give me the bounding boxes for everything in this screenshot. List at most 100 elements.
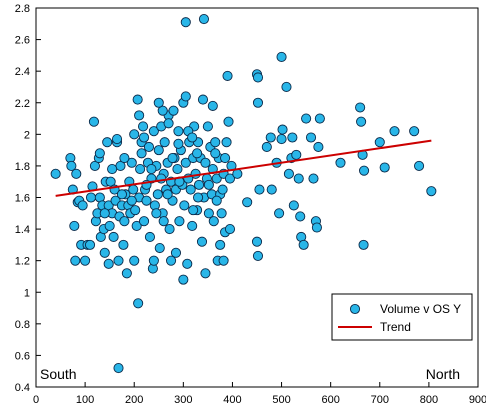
data-point <box>132 94 143 105</box>
data-point <box>266 184 277 195</box>
data-point <box>252 250 264 261</box>
x-tick-label: 800 <box>420 394 438 406</box>
legend: Volume v OS Y Trend <box>331 293 473 341</box>
y-tick-label: 1.6 <box>15 193 30 205</box>
y-tick-label: 2 <box>24 129 30 141</box>
data-point <box>293 173 304 184</box>
data-point <box>305 132 317 143</box>
data-point <box>185 184 196 195</box>
data-point <box>153 145 164 156</box>
data-point <box>276 51 287 63</box>
x-tick-label: 400 <box>223 394 241 406</box>
data-point <box>148 255 159 266</box>
data-point <box>242 197 253 208</box>
data-point <box>152 189 163 200</box>
data-point <box>166 255 177 266</box>
data-point <box>211 195 222 206</box>
data-points <box>50 14 437 374</box>
data-point <box>210 137 221 148</box>
data-point <box>196 236 208 247</box>
data-point <box>172 164 183 175</box>
x-tick-label: 600 <box>321 394 339 406</box>
y-tick-label: 0.6 <box>15 350 30 362</box>
data-point <box>179 200 190 211</box>
data-point <box>283 168 294 179</box>
y-tick-label: 2.4 <box>15 66 30 78</box>
data-point <box>128 184 139 195</box>
data-point <box>180 157 191 168</box>
data-point <box>99 208 110 219</box>
data-point <box>143 141 155 153</box>
x-tick-label: 200 <box>125 394 143 406</box>
data-point <box>173 126 184 137</box>
data-point <box>105 176 116 187</box>
data-point <box>178 274 189 285</box>
data-point <box>121 268 132 279</box>
data-point <box>141 195 152 206</box>
data-point <box>281 81 292 93</box>
data-point <box>208 216 219 227</box>
data-point <box>89 160 100 171</box>
data-point <box>355 102 366 113</box>
data-point <box>187 132 198 143</box>
data-point <box>287 132 298 143</box>
data-point <box>108 231 119 243</box>
data-point <box>182 258 193 269</box>
data-point <box>291 149 302 160</box>
data-point <box>274 208 285 219</box>
data-point <box>151 208 162 219</box>
data-point <box>170 247 182 258</box>
y-tick-label: 1.2 <box>15 256 30 268</box>
legend-label-trend: Trend <box>380 320 411 334</box>
data-point <box>159 137 170 148</box>
data-point <box>113 362 124 374</box>
data-point <box>119 152 130 164</box>
data-point <box>102 137 113 148</box>
data-point <box>223 116 234 127</box>
data-point <box>252 72 264 83</box>
data-point <box>202 121 213 132</box>
data-point <box>146 164 157 175</box>
data-point <box>167 152 178 164</box>
y-axis: 0.4 0.6 0.8 1 1.2 1.4 1.6 1.8 2 2.2 2.4 2.6 2.8 <box>15 3 41 394</box>
north-label: North <box>426 366 460 382</box>
data-point <box>126 157 137 168</box>
data-point <box>220 152 231 164</box>
data-point <box>224 173 236 184</box>
data-point <box>129 255 140 266</box>
data-point <box>153 97 164 108</box>
data-point <box>113 255 124 266</box>
data-point <box>80 255 91 266</box>
x-tick-label: 300 <box>174 394 192 406</box>
data-point <box>71 168 82 179</box>
data-point <box>215 239 226 250</box>
legend-marker-volume <box>349 303 361 315</box>
data-point <box>203 179 214 190</box>
data-point <box>144 231 155 243</box>
data-point <box>174 216 185 227</box>
x-tick-label: 900 <box>469 394 486 406</box>
data-point <box>111 134 123 145</box>
data-point <box>426 186 437 197</box>
data-point <box>138 132 150 143</box>
x-tick-label: 700 <box>371 394 389 406</box>
data-point <box>197 94 209 105</box>
data-point <box>198 14 210 25</box>
x-tick-label: 0 <box>33 394 39 406</box>
data-point <box>148 126 159 137</box>
data-point <box>192 148 203 159</box>
data-point <box>311 222 322 233</box>
data-point <box>414 160 425 171</box>
data-point <box>129 129 140 140</box>
x-tick-label: 500 <box>272 394 290 406</box>
data-point <box>379 162 390 173</box>
data-point <box>374 137 385 148</box>
data-point <box>154 242 165 254</box>
data-point <box>130 205 141 216</box>
data-point <box>193 179 205 190</box>
trend-line <box>55 139 432 197</box>
data-point <box>188 205 199 216</box>
data-point <box>138 216 150 227</box>
